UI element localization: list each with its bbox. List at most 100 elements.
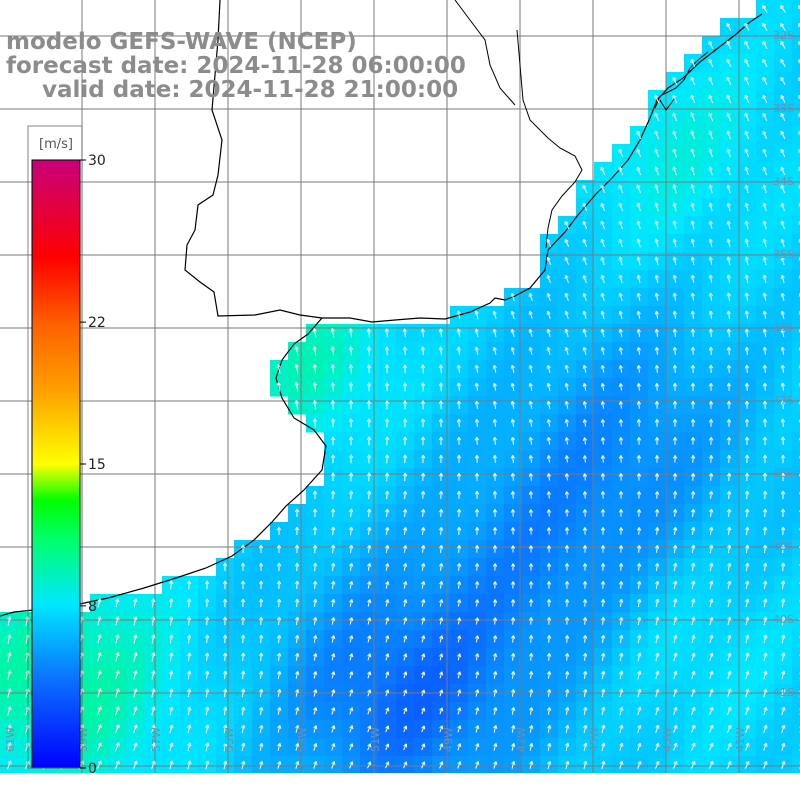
wind-vector (673, 724, 678, 734)
wind-vector (421, 653, 426, 661)
wind-vector (762, 382, 768, 392)
wind-vector (708, 166, 713, 176)
wind-vector (456, 382, 461, 392)
wind-vector (511, 743, 516, 751)
wind-vector (259, 742, 264, 751)
wind-vector (726, 202, 731, 212)
wind-vector (744, 256, 749, 266)
wind-vector (690, 437, 696, 445)
wind-vector (528, 310, 533, 319)
wind-vector (709, 490, 714, 499)
wind-vector (709, 598, 714, 608)
wind-vector (349, 617, 354, 625)
wind-vector (510, 509, 516, 517)
map-title-block: modelo GEFS-WAVE (NCEP) forecast date: 2… (6, 30, 466, 102)
wind-vector (565, 670, 570, 679)
wind-vector (708, 292, 713, 302)
wind-vector (690, 184, 695, 194)
wind-vector (727, 688, 732, 698)
wind-vector (223, 688, 228, 698)
wind-vector (618, 238, 623, 248)
wind-vector (276, 580, 282, 590)
wind-vector (691, 580, 696, 590)
wind-vector (169, 688, 174, 698)
wind-vector (690, 724, 696, 734)
wind-vector (133, 634, 138, 644)
wind-vector (654, 184, 659, 194)
wind-vector (295, 743, 300, 751)
wind-vector (672, 491, 678, 499)
wind-vector (403, 707, 408, 715)
wind-vector (582, 419, 587, 427)
wind-vector (582, 437, 587, 445)
wind-vector (402, 328, 407, 338)
wind-vector (636, 346, 641, 355)
wind-vector (367, 581, 372, 589)
river-border (454, 0, 516, 106)
wind-vector (780, 544, 786, 554)
wind-vector (258, 616, 264, 626)
wind-vector (295, 689, 300, 697)
wind-vector (745, 526, 750, 536)
wind-vector (762, 256, 767, 266)
wind-vector (222, 616, 228, 626)
wind-vector (583, 742, 588, 752)
wind-vector (313, 671, 318, 679)
wind-vector (205, 670, 210, 680)
wind-vector (546, 292, 551, 301)
wind-vector (564, 473, 570, 481)
wind-vector (654, 238, 659, 248)
wind-vector (762, 202, 767, 212)
wind-vector (727, 580, 732, 590)
wind-vector (654, 220, 659, 230)
wind-vector (96, 724, 102, 734)
wind-vector (385, 490, 390, 500)
wind-vector (223, 706, 228, 716)
wind-vector (600, 545, 606, 553)
wind-vector (780, 220, 785, 230)
wind-vector (187, 706, 192, 716)
wind-vector (259, 688, 264, 698)
wind-vector (349, 707, 354, 715)
wind-vector (654, 94, 660, 104)
wind-vector (636, 365, 641, 373)
wind-vector (780, 436, 786, 446)
wind-vector (492, 635, 498, 643)
wind-vector (672, 400, 678, 409)
speed-cell (792, 450, 800, 469)
wind-vector (205, 688, 210, 698)
wind-vector (601, 634, 606, 643)
wind-vector (672, 202, 677, 212)
color-scale-units: [m/s] (39, 137, 73, 152)
wind-vector (312, 364, 317, 374)
wind-vector (762, 166, 767, 176)
wind-vector (439, 599, 444, 607)
wind-vector (762, 490, 768, 500)
wind-vector (402, 346, 408, 356)
wind-vector (763, 742, 768, 752)
wind-vector (241, 760, 246, 770)
wind-vector (654, 148, 660, 158)
wind-vector (690, 419, 696, 427)
wind-vector (403, 526, 408, 535)
speed-cell (792, 396, 800, 415)
wind-vector (564, 563, 570, 571)
wind-vector (456, 436, 462, 445)
wind-vector (762, 22, 768, 31)
wind-vector (690, 166, 695, 176)
wind-vector (655, 652, 660, 662)
wind-vector (114, 760, 120, 770)
wind-vector (709, 616, 714, 626)
wind-vector (511, 671, 516, 679)
wind-vector (744, 346, 749, 355)
wind-vector (456, 346, 461, 356)
wind-vector (636, 202, 641, 212)
wind-vector (546, 491, 552, 499)
longitude-label: 43W (661, 727, 674, 752)
wind-vector (439, 725, 444, 733)
wind-vector (654, 130, 660, 140)
wind-vector (349, 689, 354, 697)
wind-vector (762, 40, 768, 49)
wind-vector (762, 148, 768, 158)
wind-vector (726, 436, 732, 445)
